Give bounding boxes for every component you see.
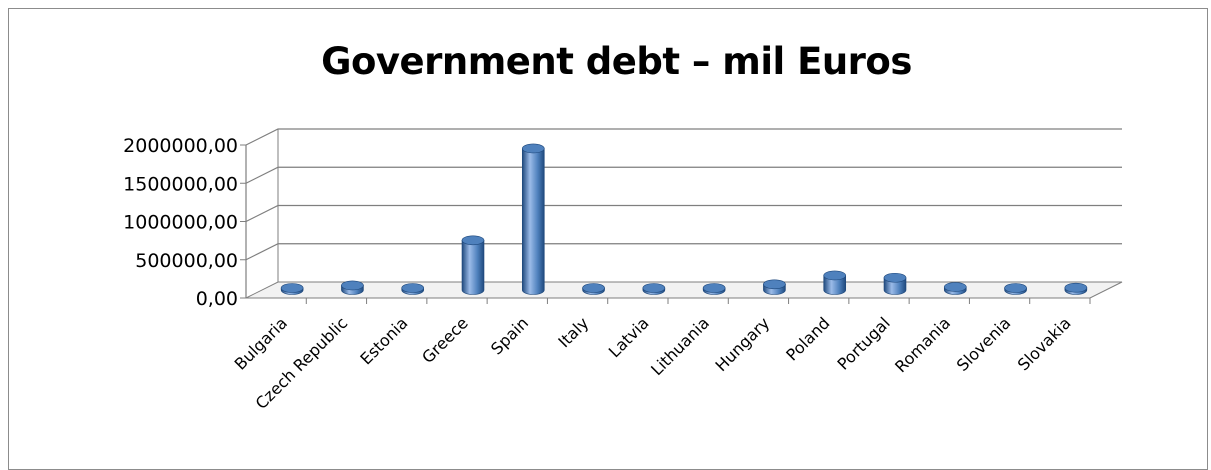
bar — [883, 272, 907, 295]
y-tick-label: 500000,00 — [135, 250, 238, 272]
gridline — [245, 128, 1122, 146]
bar — [943, 282, 967, 295]
bar — [461, 235, 485, 295]
bar — [582, 283, 605, 295]
bar-top — [1064, 282, 1088, 293]
gridlines — [245, 128, 1122, 261]
bar-top — [702, 283, 726, 293]
gridline — [245, 243, 1122, 261]
x-tick-label: Romania — [891, 313, 954, 376]
bars — [280, 143, 1088, 295]
bar — [1004, 283, 1027, 295]
x-tick-label: Estonia — [356, 313, 411, 368]
x-tick-label: Bulgaria — [231, 313, 291, 373]
axes — [245, 129, 1123, 299]
x-tick-label: Spain — [487, 313, 532, 358]
bar-body — [461, 239, 485, 295]
bar-top — [341, 280, 364, 291]
bar-body — [823, 275, 847, 295]
bar-top — [1004, 283, 1027, 293]
gridline — [245, 204, 1122, 223]
bar-top — [461, 235, 485, 246]
bar-top — [883, 272, 907, 283]
x-tick-label: Greece — [418, 313, 472, 367]
y-tick-label: 1500000,00 — [123, 173, 238, 195]
y-axis-ticks: 2000000,00 1500000,00 1000000,00 500000,00 0… — [123, 135, 246, 310]
bar — [280, 283, 304, 295]
bar — [702, 283, 726, 295]
chart-floor — [245, 281, 1123, 299]
y-tick-label: 2000000,00 — [123, 135, 238, 157]
x-tick-label: Poland — [782, 313, 833, 364]
bar-top — [521, 143, 545, 154]
bar — [521, 143, 545, 295]
bar-top — [823, 270, 847, 281]
bar — [763, 279, 786, 295]
bar-top — [401, 283, 425, 293]
chart-title: Government debt – mil Euros — [321, 40, 912, 83]
x-tick-label: Portugal — [834, 313, 894, 373]
y-tick-label: 0,00 — [196, 288, 238, 310]
bar — [341, 280, 364, 295]
x-tick-label: Slovenia — [953, 313, 1015, 375]
bar — [642, 283, 666, 295]
chart-frame — [8, 8, 1208, 470]
x-tick-label: Hungary — [712, 313, 774, 375]
x-tick-label: Slovakia — [1014, 313, 1075, 374]
gridline — [245, 166, 1122, 184]
bar-body — [521, 148, 545, 295]
x-tick-label: Lithuania — [647, 313, 713, 379]
bar-top — [642, 283, 666, 293]
bar-top — [582, 283, 605, 293]
bar — [401, 283, 425, 295]
bar-top — [943, 282, 967, 292]
x-tick-label: Latvia — [605, 313, 653, 361]
bar — [823, 270, 847, 295]
bar-top — [763, 279, 786, 290]
x-tick-label: Italy — [554, 313, 592, 351]
y-tick-label: 1000000,00 — [123, 212, 238, 234]
bar-top — [280, 283, 304, 293]
bar — [1064, 282, 1088, 295]
